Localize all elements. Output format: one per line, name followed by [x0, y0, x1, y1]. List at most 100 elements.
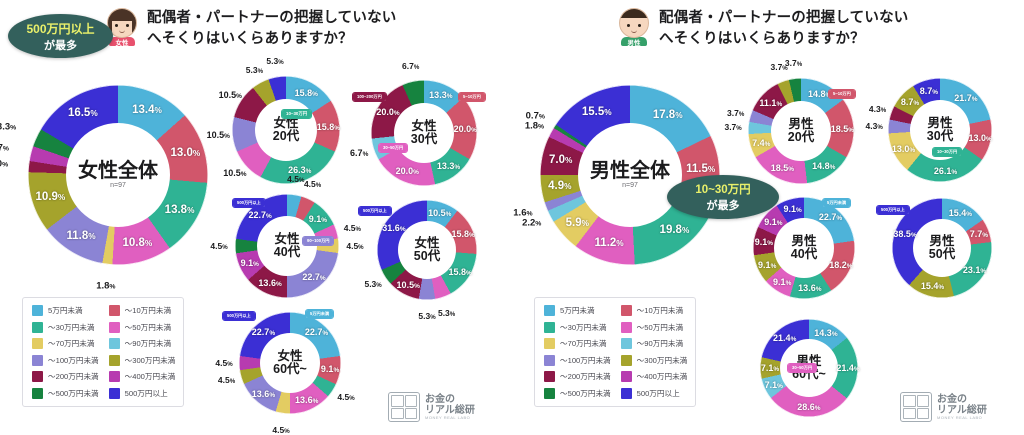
- legend-swatch: [108, 371, 120, 382]
- legend-label: ～500万円未満: [48, 388, 99, 398]
- slice-percent-label: 13.6%: [295, 394, 319, 405]
- donut-title: 男性: [927, 115, 953, 130]
- slice-percent-label: 13.0%: [170, 146, 201, 159]
- slice-percent-label: 4.5%: [287, 173, 305, 184]
- donut-title-2: 50代: [413, 249, 441, 263]
- donut-subtitle: n=97: [110, 182, 126, 189]
- slice-callout-tag: 90~100万円: [302, 236, 335, 246]
- slice-percent-label: 20.0%: [376, 107, 400, 118]
- donut-title: 女性: [277, 348, 303, 363]
- legend-swatch: [32, 305, 43, 316]
- legend-item: ～30万円未満: [544, 321, 611, 333]
- legend-label: ～300万円未満: [636, 355, 688, 365]
- logo-line1: お金の: [937, 393, 967, 405]
- slice-percent-label: 22.7%: [302, 271, 326, 282]
- slice-callout-tag: 100~200万円: [352, 92, 387, 102]
- legend-item: ～10万円未満: [620, 305, 688, 316]
- donut-title-2: 40代: [790, 247, 818, 261]
- legend-label: ～200万円未満: [560, 372, 611, 381]
- callout-line2: が最多: [44, 39, 77, 52]
- slice-percent-label: 13.8%: [164, 204, 195, 217]
- legend-swatch: [32, 371, 43, 382]
- slice-percent-label: 11.2%: [594, 236, 624, 249]
- donut-center: 女性 40代: [257, 216, 317, 276]
- slice-callout-text: 5万円未満: [306, 310, 334, 318]
- slice-percent-label: 5.9%: [565, 216, 589, 229]
- slice-percent-label: 9.1%: [240, 258, 259, 269]
- slice-percent-label: 4.5%: [343, 222, 361, 233]
- slice-percent-label: 10.5%: [223, 168, 247, 179]
- slice-callout-text: 500万円以上: [223, 312, 255, 320]
- slice-callout-tag: 5~10万円: [828, 89, 856, 99]
- female-legend: 5万円未満 ～10万円未満 ～30万円未満 ～50万円未満 ～70万円未満 ～90万円未満…: [22, 297, 185, 407]
- slice-percent-label: 4.5%: [215, 358, 233, 369]
- slice-percent-label: 7.4%: [752, 137, 771, 148]
- legend-label: ～10万円未満: [636, 306, 684, 315]
- slice-percent-label: 3.7%: [770, 61, 788, 72]
- slice-percent-label: 28.6%: [797, 401, 821, 412]
- legend-item: ～50万円未満: [108, 321, 176, 333]
- slice-percent-label: 2.0%: [0, 159, 9, 170]
- slice-percent-label: 15.8%: [316, 121, 340, 132]
- donut-chart: 男性全体 n=97: [540, 85, 720, 265]
- slice-callout-tag: 30~50万円: [378, 143, 409, 153]
- slice-callout-text: 5~10万円: [459, 93, 485, 101]
- slice-percent-label: 13.6%: [798, 283, 822, 294]
- legend-item: ～70万円未満: [544, 338, 611, 349]
- donut-title: 女性: [414, 235, 440, 250]
- slice-percent-label: 11.8%: [66, 229, 96, 242]
- legend-swatch: [620, 338, 632, 349]
- slice-percent-label: 2.7%: [0, 142, 9, 154]
- slice-callout-text: 10~30万円: [282, 110, 312, 118]
- legend-item: ～500万円未満: [544, 387, 611, 399]
- donut-center: 男性 20代: [771, 101, 831, 161]
- slice-percent-label: 5.3%: [266, 55, 284, 66]
- male-panel: 男性 配偶者・パートナーの把握していない へそくりはいくらありますか？ 男性全体…: [512, 0, 1024, 434]
- legend-label: 5万円未満: [48, 306, 83, 315]
- donut-chart: 男性 40代: [753, 197, 855, 299]
- male-header: 男性 配偶者・パートナーの把握していない へそくりはいくらありますか？: [617, 8, 908, 50]
- legend-item: ～100万円未満: [32, 354, 99, 366]
- slice-callout-text: 500万円以上: [359, 207, 391, 215]
- legend-item: ～70万円未満: [32, 338, 99, 349]
- slice-percent-label: 3.7%: [727, 107, 745, 118]
- legend-swatch: [544, 387, 555, 399]
- legend-item: ～300万円未満: [620, 354, 688, 366]
- legend-swatch: [108, 338, 120, 349]
- slice-percent-label: 7.7%: [969, 228, 989, 239]
- slice-percent-label: 26.1%: [933, 165, 958, 176]
- legend-swatch: [620, 305, 632, 316]
- slice-percent-label: 4.5%: [346, 240, 364, 251]
- slice-percent-label: 6.7%: [401, 61, 420, 72]
- slice-callout-tag: 10~30万円: [932, 147, 963, 157]
- donut-chart: 男性 30代: [888, 78, 992, 182]
- legend-label: ～30万円未満: [48, 322, 95, 332]
- slice-callout-tag: 500万円以上: [358, 206, 392, 216]
- slice-percent-label: 15.5%: [581, 106, 612, 119]
- female-header: 女性 配偶者・パートナーの把握していない へそくりはいくらありますか？: [105, 8, 396, 50]
- logo-sub: MONEY REAL LABO: [425, 414, 471, 420]
- slice-percent-label: 22.7%: [248, 210, 272, 221]
- slice-percent-label: 20.0%: [395, 165, 419, 176]
- slice-callout-tag: 500万円以上: [876, 205, 910, 215]
- legend-item: ～100万円未満: [544, 354, 611, 366]
- callout-line2: が最多: [706, 200, 740, 212]
- slice-percent-label: 21.4%: [773, 332, 797, 343]
- logo-line2: リアル総研: [425, 404, 475, 416]
- legend-item: ～10万円未満: [108, 305, 176, 316]
- legend-label: ～70万円未満: [48, 339, 95, 348]
- slice-percent-label: 4.5%: [337, 391, 355, 402]
- legend-label: ～90万円未満: [124, 339, 172, 348]
- slice-percent-label: 15.8%: [294, 87, 318, 98]
- legend-swatch: [108, 387, 120, 399]
- slice-percent-label: 9.1%: [764, 216, 783, 227]
- highlight-callout: 500万円以上 が最多: [8, 14, 113, 58]
- slice-percent-label: 4.5%: [217, 375, 236, 386]
- slice-callout-tag: 500万円以上: [222, 311, 256, 321]
- legend-item: ～50万円未満: [620, 321, 688, 333]
- donut-title: 女性全体: [78, 160, 158, 182]
- slice-percent-label: 16.5%: [67, 107, 98, 120]
- legend-swatch: [620, 371, 632, 382]
- legend-item: 500万円以上: [108, 387, 176, 399]
- slice-percent-label: 13.0%: [968, 133, 992, 144]
